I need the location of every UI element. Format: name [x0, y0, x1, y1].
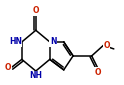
Text: HN: HN — [9, 37, 22, 46]
Text: N: N — [50, 37, 56, 46]
Text: O: O — [103, 41, 110, 50]
Text: O: O — [33, 6, 39, 15]
Text: NH: NH — [29, 71, 42, 80]
Text: O: O — [5, 63, 11, 72]
Text: O: O — [94, 68, 101, 76]
